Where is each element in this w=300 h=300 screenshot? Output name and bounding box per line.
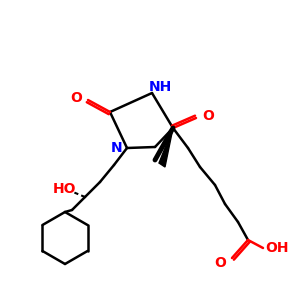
Text: O: O (202, 109, 214, 123)
Polygon shape (159, 128, 173, 167)
Text: HO: HO (53, 182, 77, 196)
Text: O: O (214, 256, 226, 270)
Text: N: N (111, 141, 123, 155)
Text: O: O (70, 91, 82, 105)
Text: NH: NH (148, 80, 172, 94)
Text: OH: OH (265, 241, 289, 255)
